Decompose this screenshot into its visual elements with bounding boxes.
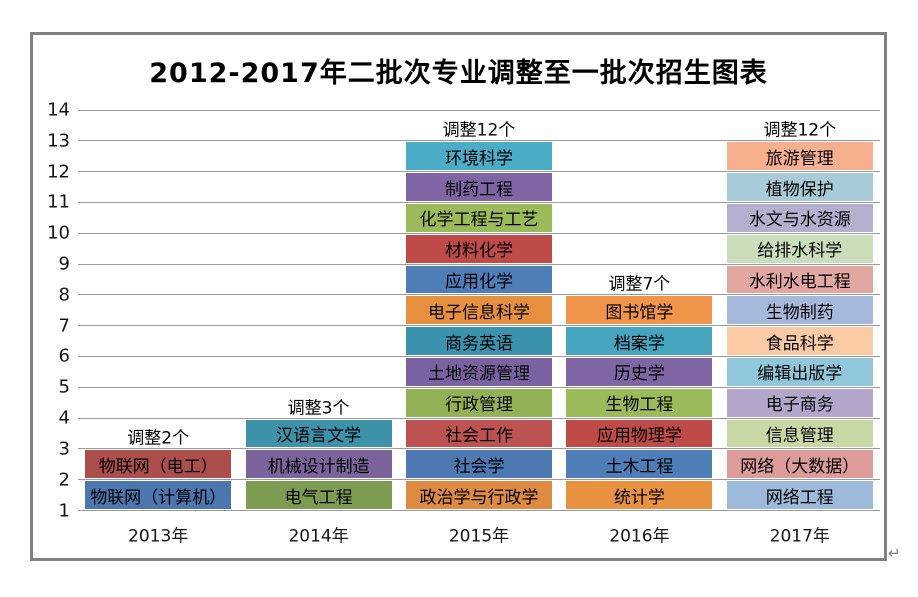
y-axis-tick-label: 1 <box>58 500 70 521</box>
gridline-y-2 <box>78 479 880 481</box>
bar-segment: 行政管理 <box>406 388 552 417</box>
bar-segment: 社会工作 <box>406 419 552 448</box>
y-axis-tick-label: 3 <box>58 438 70 460</box>
x-axis-category-label: 2014年 <box>288 526 349 546</box>
bar-segment: 社会学 <box>406 450 552 479</box>
chart-frame[interactable]: 2012-2017年二批次专业调整至一批次招生图表 1 2 3 4 5 6 7 8 9 10 11 1… <box>30 32 887 561</box>
bar-segment: 食品科学 <box>726 327 873 355</box>
bar-count-annotation: 调整2个 <box>127 428 190 449</box>
bar-segment: 档案学 <box>566 327 713 355</box>
gridline-y-3 <box>78 448 880 450</box>
bar-segment: 网络（大数据） <box>726 450 873 479</box>
gridline-y-14 <box>78 109 880 111</box>
x-axis-category-label: 2015年 <box>448 526 510 546</box>
bar-segment: 旅游管理 <box>726 142 873 171</box>
bar-segment: 物联网（计算机） <box>85 481 232 509</box>
gridline-y-8 <box>78 294 880 296</box>
bar-segment: 统计学 <box>566 481 713 509</box>
x-axis-category-label: 2017年 <box>769 526 830 546</box>
bar-segment: 电子信息科学 <box>406 296 552 325</box>
bar-segment: 应用物理学 <box>566 419 713 448</box>
gridline-y-13 <box>78 140 880 142</box>
y-axis-tick-label: 12 <box>47 161 70 183</box>
bar-segment: 网络工程 <box>726 481 873 509</box>
bar-segment: 应用化学 <box>406 265 552 294</box>
bar-segment: 土木工程 <box>566 450 713 479</box>
bar-segment: 化学工程与工艺 <box>406 203 552 232</box>
bar-count-annotation: 调整7个 <box>608 274 671 295</box>
bar-segment: 生物工程 <box>566 388 713 417</box>
chart-title: 2012-2017年二批次专业调整至一批次招生图表 <box>149 58 768 89</box>
bar-segment: 水文与水资源 <box>726 203 873 232</box>
x-axis-category-label: 2013年 <box>128 526 189 546</box>
y-axis-tick-label: 8 <box>58 284 70 306</box>
y-axis-tick-label: 9 <box>58 253 70 275</box>
bar-segment: 政治学与行政学 <box>406 481 552 509</box>
x-axis-category-label: 2016年 <box>609 526 670 546</box>
bar-segment: 制药工程 <box>406 173 552 201</box>
bar-count-annotation: 调整3个 <box>287 398 350 419</box>
y-axis-tick-label: 14 <box>47 99 70 121</box>
gridline-y-11 <box>78 201 880 203</box>
bar-count-annotation: 调整12个 <box>442 120 516 141</box>
bar-segment: 编辑出版学 <box>726 357 873 386</box>
bar-segment: 图书馆学 <box>566 296 713 325</box>
gridline-y-10 <box>78 232 880 234</box>
gridline-y-5 <box>78 386 880 388</box>
gridline-y-7 <box>78 325 880 327</box>
y-axis-tick-label: 13 <box>47 130 70 152</box>
bar-segment: 机械设计制造 <box>245 450 392 479</box>
bar-segment: 信息管理 <box>726 419 873 448</box>
paragraph-return-icon: ↵ <box>888 544 901 562</box>
bar-segment: 历史学 <box>566 357 713 386</box>
gridline-y-1 <box>78 510 880 511</box>
bar-segment: 电气工程 <box>245 481 392 509</box>
bar-segment: 商务英语 <box>406 327 552 355</box>
bar-segment: 物联网（电工） <box>85 450 232 479</box>
y-axis-tick-label: 6 <box>58 345 70 367</box>
bar-segment: 土地资源管理 <box>406 357 552 386</box>
gridline-y-9 <box>78 263 880 265</box>
y-axis-tick-label: 11 <box>47 191 70 213</box>
y-axis-tick-label: 7 <box>58 315 70 337</box>
y-axis-tick-label: 4 <box>58 407 70 429</box>
bar-segment: 环境科学 <box>406 142 552 171</box>
bar-segment: 汉语言文学 <box>245 419 392 448</box>
bar-count-annotation: 调整12个 <box>763 120 837 141</box>
bar-segment: 给排水科学 <box>726 234 873 263</box>
plot-area: 1 2 3 4 5 6 7 8 9 10 11 12 13 14 物联网（计算机） 物联网（电工） 调整2个 20… <box>33 35 884 558</box>
bar-segment: 电子商务 <box>726 388 873 417</box>
y-axis-tick-label: 2 <box>58 469 70 491</box>
bar-segment: 植物保护 <box>726 173 873 201</box>
gridline-y-12 <box>78 171 880 173</box>
gridline-y-4 <box>78 417 880 419</box>
y-axis-tick-label: 10 <box>47 222 70 244</box>
bar-segment: 水利水电工程 <box>726 265 873 294</box>
y-axis-tick-label: 5 <box>58 376 70 398</box>
bar-segment: 材料化学 <box>406 234 552 263</box>
gridline-y-6 <box>78 355 880 357</box>
bar-segment: 生物制药 <box>726 296 873 325</box>
